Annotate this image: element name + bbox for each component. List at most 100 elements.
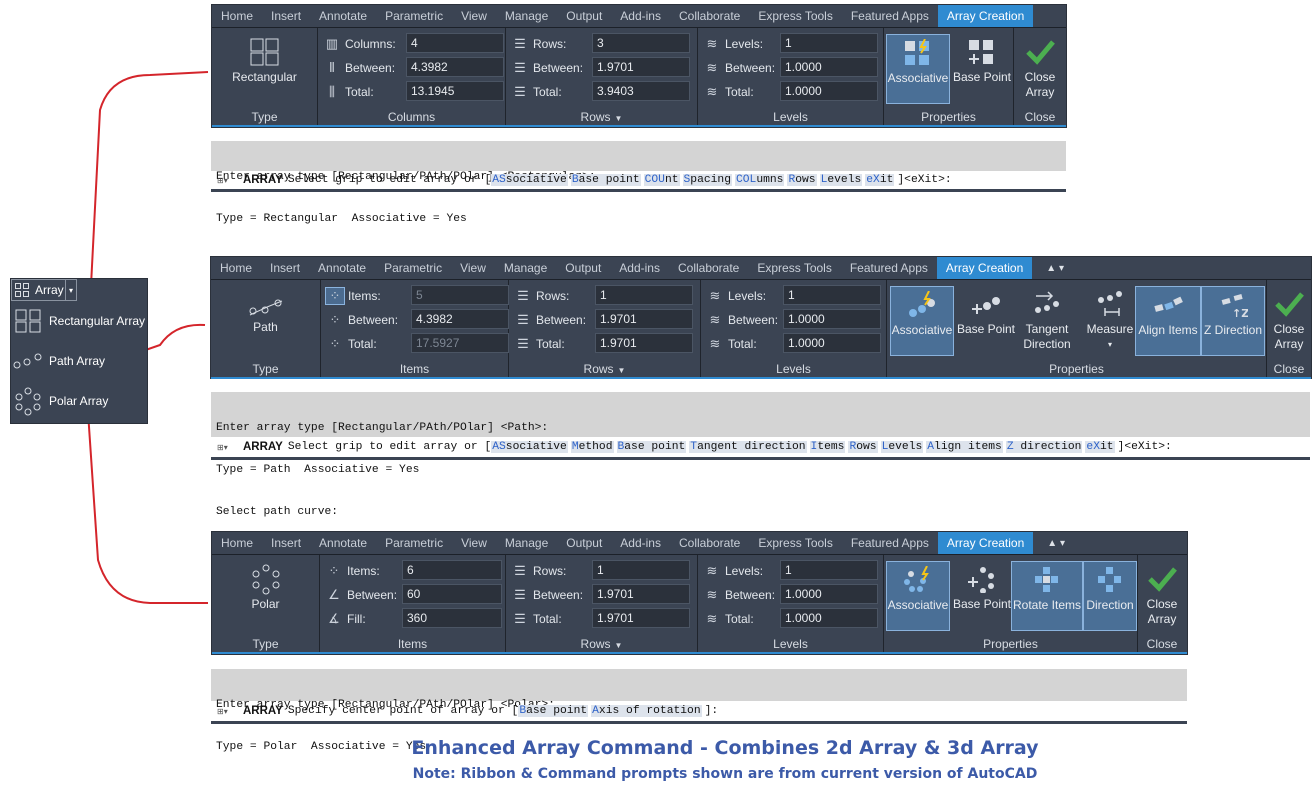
tab-add-ins[interactable]: Add-ins (620, 9, 661, 23)
associative-button[interactable]: Associative (890, 286, 954, 356)
tab-manage[interactable]: Manage (504, 536, 549, 550)
menu-item-polar-array[interactable]: Polar Array (11, 381, 149, 421)
command-keyword[interactable]: Base point (518, 705, 589, 717)
item-between-input[interactable]: 4.3982 (411, 309, 509, 329)
tab-view[interactable]: View (461, 536, 487, 550)
row-total-input[interactable]: 3.9403 (592, 81, 690, 101)
tab-home[interactable]: Home (221, 536, 254, 550)
row-between-input[interactable]: 1.9701 (592, 584, 690, 604)
tab-insert[interactable]: Insert (271, 536, 302, 550)
rotate-items-button[interactable]: Rotate Items (1011, 561, 1083, 631)
command-keyword[interactable]: eXit (865, 174, 895, 186)
level-total-input[interactable]: 1.0000 (780, 608, 878, 628)
align-items-button[interactable]: Align Items (1135, 286, 1201, 356)
level-between-input[interactable]: 1.0000 (780, 57, 878, 77)
tab-express-tools[interactable]: Express Tools (758, 536, 833, 550)
tab-view[interactable]: View (460, 261, 486, 275)
command-keyword[interactable]: Spacing (682, 174, 732, 186)
command-keyword[interactable]: COUnt (643, 174, 680, 186)
angle-between-input[interactable]: 60 (402, 584, 502, 604)
tab-annotate[interactable]: Annotate (319, 9, 368, 23)
command-keyword[interactable]: Rows (848, 441, 878, 453)
command-keyword[interactable]: Method (570, 441, 614, 453)
polar-type-button[interactable]: Polar (212, 561, 319, 611)
measure-button[interactable]: Measure ▾ (1078, 286, 1142, 356)
column-total-input[interactable]: 13.1945 (406, 81, 504, 101)
command-menu-icon[interactable]: ⊞▾ (217, 706, 228, 716)
chevron-down-icon[interactable]: ▾ (1107, 340, 1112, 349)
ribbon-minimize-icon[interactable]: ▲ ▾ (1046, 263, 1064, 274)
tab-express-tools[interactable]: Express Tools (757, 261, 832, 275)
associative-button[interactable]: Associative (886, 34, 950, 104)
tab-parametric[interactable]: Parametric (384, 261, 443, 275)
level-total-input[interactable]: 1.0000 (783, 333, 881, 353)
close-array-button[interactable]: Close Array (1138, 561, 1186, 631)
tab-annotate[interactable]: Annotate (318, 261, 367, 275)
tab-array-creation[interactable]: Array Creation (937, 532, 1034, 554)
tab-featured-apps[interactable]: Featured Apps (850, 536, 929, 550)
items-input[interactable]: 6 (402, 560, 502, 580)
tab-collaborate[interactable]: Collaborate (678, 9, 741, 23)
command-keyword[interactable]: Base point (616, 441, 687, 453)
command-input[interactable]: ⊞▾ ARRAY Specify center point of array o… (211, 701, 1187, 724)
tab-manage[interactable]: Manage (504, 9, 549, 23)
array-button[interactable]: Array ▾ (11, 279, 77, 301)
command-keyword[interactable]: Z direction (1005, 441, 1083, 453)
columns-input[interactable]: 4 (406, 33, 504, 53)
close-array-button[interactable]: Close Array (1267, 286, 1311, 356)
rows-input[interactable]: 3 (592, 33, 690, 53)
base-point-button[interactable]: Base Point (956, 286, 1016, 356)
levels-input[interactable]: 1 (780, 33, 878, 53)
tab-express-tools[interactable]: Express Tools (758, 9, 833, 23)
levels-input[interactable]: 1 (783, 285, 881, 305)
command-keyword[interactable]: Levels (819, 174, 863, 186)
rows-input[interactable]: 1 (592, 560, 690, 580)
z-direction-button[interactable]: ↑Z Z Direction (1201, 286, 1265, 356)
level-between-input[interactable]: 1.0000 (780, 584, 878, 604)
ribbon-minimize-icon[interactable]: ▲ ▾ (1047, 538, 1065, 549)
tab-add-ins[interactable]: Add-ins (619, 261, 660, 275)
rows-input[interactable]: 1 (595, 285, 693, 305)
command-input[interactable]: ⊞▾ ARRAY Select grip to edit array or [ … (211, 437, 1310, 460)
path-type-button[interactable]: Path (211, 294, 320, 334)
panel-title-rows[interactable]: Rows ▼ (580, 110, 623, 124)
tab-parametric[interactable]: Parametric (385, 9, 444, 23)
tab-array-creation[interactable]: Array Creation (937, 5, 1034, 27)
item-total-input[interactable]: 17.5927 (411, 333, 509, 353)
menu-item-rectangular-array[interactable]: Rectangular Array (11, 301, 149, 341)
panel-title-rows[interactable]: Rows ▼ (583, 362, 626, 376)
tab-collaborate[interactable]: Collaborate (678, 536, 741, 550)
tab-featured-apps[interactable]: Featured Apps (849, 261, 928, 275)
command-keyword[interactable]: Items (809, 441, 846, 453)
command-keyword[interactable]: Base point (570, 174, 641, 186)
level-total-input[interactable]: 1.0000 (780, 81, 878, 101)
tab-insert[interactable]: Insert (271, 9, 302, 23)
row-between-input[interactable]: 1.9701 (592, 57, 690, 77)
command-keyword[interactable]: COLumns (734, 174, 785, 186)
command-menu-icon[interactable]: ⊞▾ (217, 442, 228, 452)
fill-angle-input[interactable]: 360 (402, 608, 502, 628)
tab-view[interactable]: View (461, 9, 487, 23)
panel-title-rows[interactable]: Rows ▼ (580, 637, 623, 651)
close-array-button[interactable]: Close Array (1016, 34, 1064, 104)
level-between-input[interactable]: 1.0000 (783, 309, 881, 329)
tab-parametric[interactable]: Parametric (385, 536, 444, 550)
command-keyword[interactable]: Levels (880, 441, 924, 453)
tab-output[interactable]: Output (566, 536, 603, 550)
command-menu-icon[interactable]: ⊞▾ (217, 175, 228, 185)
row-between-input[interactable]: 1.9701 (595, 309, 693, 329)
command-keyword[interactable]: Rows (787, 174, 817, 186)
tab-output[interactable]: Output (566, 9, 603, 23)
tab-output[interactable]: Output (565, 261, 602, 275)
menu-item-path-array[interactable]: Path Array (11, 341, 149, 381)
items-input[interactable]: 5 (411, 285, 509, 305)
rectangular-type-button[interactable]: Rectangular (212, 34, 317, 84)
tab-annotate[interactable]: Annotate (319, 536, 368, 550)
levels-input[interactable]: 1 (780, 560, 878, 580)
tab-array-creation[interactable]: Array Creation (936, 257, 1033, 279)
command-input[interactable]: ⊞▾ ARRAY Select grip to edit array or [ … (211, 171, 1066, 192)
command-keyword[interactable]: ASsociative (491, 174, 568, 186)
tab-insert[interactable]: Insert (270, 261, 301, 275)
base-point-button[interactable]: Base Point (952, 561, 1012, 631)
command-keyword[interactable]: Axis of rotation (591, 705, 702, 717)
